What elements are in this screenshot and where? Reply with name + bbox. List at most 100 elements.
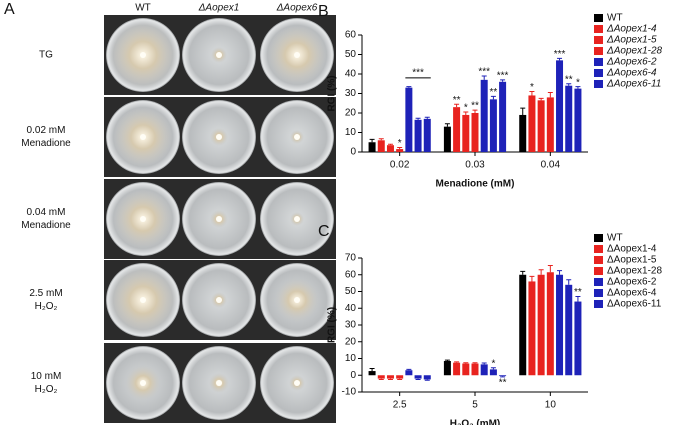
- bar: [462, 363, 470, 376]
- column-header: ΔAopex6: [276, 3, 318, 14]
- bar: [537, 100, 545, 152]
- bar: [423, 118, 431, 152]
- error-bar: [397, 378, 403, 380]
- bar: [528, 95, 536, 152]
- legend-label: WT: [607, 233, 623, 244]
- colony-center: [216, 134, 222, 140]
- significance-label: **: [490, 87, 498, 98]
- x-axis-label: H₂O₂ (mM): [450, 419, 501, 425]
- error-bar: [520, 270, 526, 275]
- panel-label: A: [4, 1, 15, 18]
- x-tick-label: 2.5: [393, 400, 407, 411]
- y-axis-label: RGI (%): [327, 75, 338, 111]
- error-bar: [444, 123, 450, 127]
- error-bar: [369, 368, 375, 372]
- significance-label: **: [574, 287, 582, 298]
- bar: [489, 369, 497, 376]
- bar: [574, 88, 582, 152]
- colony-center: [140, 134, 146, 140]
- error-bar: [406, 368, 412, 371]
- error-bar: [529, 91, 535, 96]
- row-label: 2.5 mM: [29, 288, 62, 299]
- significance-label: **: [565, 74, 573, 85]
- legend-swatch: [594, 14, 603, 22]
- error-bar: [369, 138, 375, 143]
- error-bar: [424, 379, 430, 381]
- significance-label: *: [576, 77, 580, 88]
- bar: [499, 375, 507, 377]
- x-tick-label: 5: [472, 400, 478, 411]
- bar: [471, 363, 479, 376]
- y-tick-label: 30: [345, 88, 357, 99]
- colony-center: [140, 297, 146, 303]
- row-label: 0.02 mM: [27, 125, 66, 136]
- legend-swatch: [594, 300, 603, 308]
- colony-center: [294, 134, 300, 140]
- error-bar: [387, 378, 393, 380]
- error-bar: [500, 79, 506, 82]
- bar: [405, 370, 413, 376]
- legend-label: ΔAopex1-28: [607, 266, 662, 277]
- significance-label: *: [398, 138, 402, 149]
- legend-swatch: [594, 80, 603, 88]
- error-bar: [490, 367, 496, 370]
- bar: [480, 364, 488, 376]
- y-tick-label: 40: [345, 303, 357, 314]
- colony-center: [294, 216, 300, 222]
- colony-center: [294, 297, 300, 303]
- row-label: H₂O₂: [35, 384, 58, 395]
- error-bar: [454, 103, 460, 108]
- bar: [556, 274, 564, 376]
- error-bar: [481, 362, 487, 365]
- legend-label: ΔAopex1-28: [606, 46, 663, 57]
- y-tick-label: 20: [345, 108, 357, 119]
- legend-label: ΔAopex6-11: [607, 299, 662, 310]
- error-bar: [387, 143, 393, 146]
- significance-label: *: [530, 82, 534, 93]
- significance-label: ***: [412, 68, 424, 79]
- bar: [528, 281, 536, 376]
- legend-swatch: [594, 58, 603, 66]
- y-axis-label: RGI (%): [327, 307, 338, 343]
- y-tick-label: 20: [345, 336, 357, 347]
- y-tick-label: -10: [342, 387, 357, 398]
- bar: [423, 375, 431, 380]
- colony-center: [294, 380, 300, 386]
- x-tick-label: 10: [545, 400, 557, 411]
- x-tick-label: 0.04: [541, 160, 561, 171]
- column-header: ΔAopex1: [198, 3, 240, 14]
- colony-center: [216, 380, 222, 386]
- legend-label: ΔAopex1-4: [606, 24, 657, 35]
- error-bar: [490, 95, 496, 100]
- bar: [519, 274, 527, 376]
- row-label: 10 mM: [31, 371, 62, 382]
- legend-label: ΔAopex6-2: [606, 57, 657, 68]
- bar: [565, 85, 573, 152]
- colony-center: [216, 52, 222, 58]
- y-tick-label: 60: [345, 269, 357, 280]
- legend-swatch: [594, 267, 603, 275]
- legend-swatch: [594, 289, 603, 297]
- legend-swatch: [594, 245, 603, 253]
- bar: [519, 114, 527, 152]
- legend-label: ΔAopex6-2: [607, 277, 657, 288]
- significance-label: ***: [478, 67, 490, 78]
- error-bar: [463, 111, 469, 115]
- legend-label: WT: [607, 13, 623, 24]
- error-bar: [566, 279, 572, 285]
- error-bar: [472, 362, 478, 364]
- x-tick-label: 0.02: [390, 160, 410, 171]
- row-label: H₂O₂: [35, 301, 58, 312]
- bar: [556, 60, 564, 152]
- bar: [499, 81, 507, 152]
- error-bar: [415, 117, 421, 120]
- error-bar: [472, 109, 478, 113]
- significance-label: *: [464, 103, 468, 114]
- x-axis-label: Menadione (mM): [436, 179, 515, 190]
- bar: [462, 114, 470, 152]
- error-bar: [397, 147, 403, 150]
- legend-swatch: [594, 69, 603, 77]
- bar: [574, 301, 582, 376]
- bar: [565, 284, 573, 376]
- legend-label: ΔAopex1-5: [607, 255, 657, 266]
